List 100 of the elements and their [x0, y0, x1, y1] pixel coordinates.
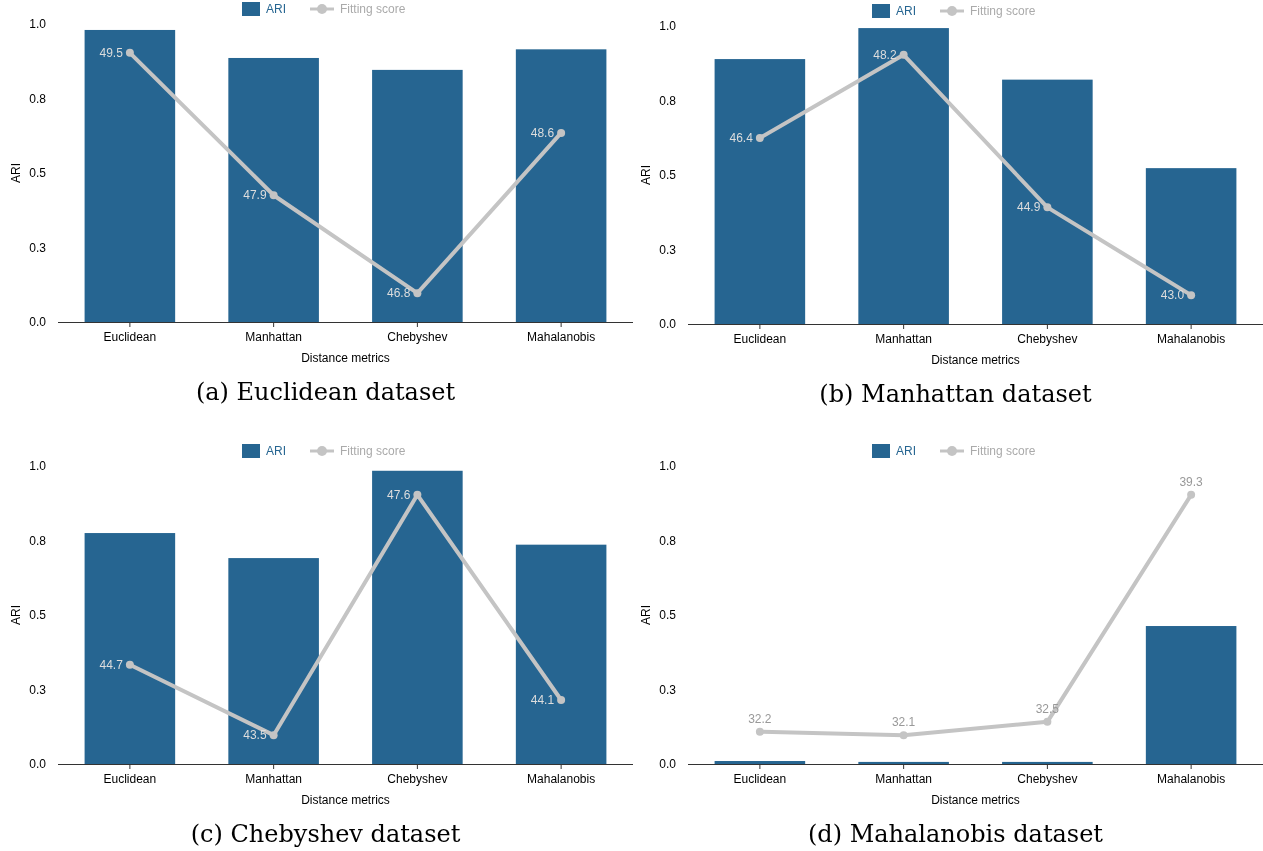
bar — [372, 470, 463, 764]
data-label: 48.2 — [873, 47, 897, 62]
y-axis-title: ARI — [9, 162, 23, 184]
y-tick-label: 0.8 — [29, 533, 47, 548]
x-axis-title: Distance metrics — [301, 793, 390, 807]
x-tick-label: Chebyshev — [387, 330, 448, 344]
bar — [858, 761, 949, 764]
data-label: 32.1 — [891, 715, 916, 730]
data-label: 44.1 — [530, 692, 555, 707]
data-label: 46.4 — [729, 131, 754, 146]
y-tick-label: 0.3 — [29, 682, 47, 697]
point — [1187, 490, 1196, 499]
legend-label: Fitting score — [970, 444, 1036, 458]
bar — [372, 69, 463, 322]
y-tick-label: 1.0 — [659, 459, 677, 473]
y-tick-label: 0.3 — [659, 242, 677, 257]
bar — [714, 761, 806, 764]
y-tick-label: 0.0 — [659, 317, 677, 331]
text: (c) Chebyshev dataset — [190, 820, 461, 848]
data-label: 43.0 — [1160, 288, 1185, 303]
data-label: 44.9 — [1017, 200, 1041, 215]
x-tick-label: Manhattan — [875, 332, 932, 346]
y-tick-label: 1.0 — [29, 459, 47, 473]
data-label: 39.3 — [1179, 474, 1204, 489]
y-axis-title: ARI — [9, 604, 23, 626]
point — [413, 490, 422, 499]
x-tick-label: Chebyshev — [387, 772, 448, 786]
point — [1187, 291, 1196, 300]
y-tick-label: 0.8 — [659, 533, 677, 548]
x-axis-title: Distance metrics — [931, 793, 1020, 807]
x-tick-label: Chebyshev — [1017, 332, 1078, 346]
point — [125, 660, 134, 669]
x-tick-label: Euclidean — [103, 772, 157, 786]
x-tick-label: Euclidean — [733, 332, 787, 346]
legend-label: ARI — [896, 4, 917, 18]
bar — [1002, 79, 1093, 324]
data-label: 46.8 — [387, 286, 411, 301]
x-axis-title: Distance metrics — [931, 353, 1020, 367]
y-tick-label: 0.0 — [659, 757, 677, 771]
bar — [228, 558, 319, 764]
x-tick-label: Mahalanobis — [1157, 772, 1226, 786]
legend-label: Fitting score — [340, 2, 406, 16]
bar — [228, 57, 319, 322]
y-tick-label: 0.8 — [659, 93, 677, 108]
x-tick-label: Euclidean — [103, 330, 157, 344]
legend-label: Fitting score — [970, 4, 1036, 18]
text: (b) Manhattan dataset — [819, 380, 1092, 408]
point — [125, 48, 134, 57]
x-axis-title: Distance metrics — [301, 351, 390, 365]
y-tick-label: 0.8 — [29, 91, 47, 106]
x-tick-label: Mahalanobis — [527, 330, 596, 344]
bar — [84, 29, 176, 322]
bar — [714, 59, 806, 324]
y-axis-title: ARI — [639, 604, 653, 626]
point — [557, 128, 566, 137]
text: (d) Mahalanobis dataset — [807, 820, 1104, 848]
bar — [515, 49, 607, 322]
y-tick-label: 0.5 — [659, 168, 677, 182]
y-tick-label: 0.3 — [29, 240, 47, 255]
bar — [84, 533, 176, 764]
legend-label: ARI — [266, 444, 287, 458]
y-tick-label: 1.0 — [29, 17, 47, 31]
y-tick-label: 0.5 — [29, 608, 47, 622]
point — [269, 731, 278, 740]
text: (a) Euclidean dataset — [195, 378, 456, 406]
bar — [858, 28, 949, 324]
y-tick-label: 1.0 — [659, 19, 677, 33]
bar — [1145, 626, 1237, 764]
point — [755, 134, 764, 143]
bar — [515, 544, 607, 764]
y-tick-label: 0.0 — [29, 315, 47, 329]
y-tick-label: 0.5 — [29, 166, 47, 180]
x-tick-label: Manhattan — [245, 330, 302, 344]
point — [1043, 203, 1052, 212]
point — [899, 731, 908, 740]
point — [899, 50, 908, 59]
data-label: 44.7 — [99, 657, 124, 672]
data-label: 49.5 — [99, 45, 124, 60]
data-label: 32.2 — [748, 711, 772, 726]
x-tick-label: Manhattan — [875, 772, 932, 786]
x-tick-label: Euclidean — [733, 772, 787, 786]
bar — [1145, 168, 1237, 324]
point — [1043, 717, 1052, 726]
data-label: 48.6 — [530, 125, 555, 140]
y-tick-label: 0.3 — [659, 682, 677, 697]
legend-label: ARI — [896, 444, 917, 458]
legend-label: ARI — [266, 2, 287, 16]
y-tick-label: 0.5 — [659, 608, 677, 622]
point — [557, 695, 566, 704]
data-label: 43.5 — [243, 728, 267, 743]
legend-label: Fitting score — [340, 444, 406, 458]
point — [269, 191, 278, 200]
data-label: 47.9 — [243, 188, 267, 203]
x-tick-label: Mahalanobis — [1157, 332, 1226, 346]
bar — [1002, 761, 1093, 764]
data-label: 47.6 — [387, 487, 411, 502]
x-tick-label: Mahalanobis — [527, 772, 596, 786]
y-axis-title: ARI — [639, 164, 653, 186]
x-tick-label: Chebyshev — [1017, 772, 1078, 786]
point — [755, 727, 764, 736]
